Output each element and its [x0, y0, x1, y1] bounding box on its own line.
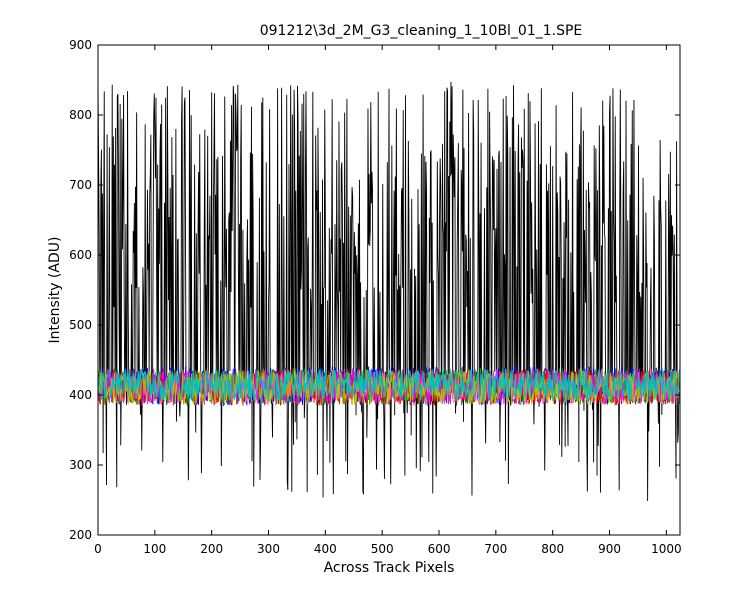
y-axis-label: Intensity (ADU) [47, 237, 63, 344]
y-tick-label: 200 [69, 528, 92, 542]
x-tick-label: 800 [541, 542, 564, 556]
y-tick-label: 800 [69, 108, 92, 122]
x-tick-label: 100 [143, 542, 166, 556]
x-tick-label: 1000 [651, 542, 682, 556]
x-axis-label: Across Track Pixels [324, 560, 455, 576]
x-tick-label: 300 [257, 542, 280, 556]
axes-box [97, 44, 681, 536]
y-tick-label: 300 [69, 458, 92, 472]
chart-title: 091212\3d_2M_G3_cleaning_1_10Bl_01_1.SPE [260, 23, 583, 39]
series-line-6 [98, 367, 680, 402]
x-tick-label: 500 [371, 542, 394, 556]
y-tick-label: 600 [69, 248, 92, 262]
x-tick-label: 700 [484, 542, 507, 556]
y-tick-label: 700 [69, 178, 92, 192]
x-tick-label: 200 [200, 542, 223, 556]
y-tick-label: 400 [69, 388, 92, 402]
series-line-5 [98, 368, 680, 406]
y-tick-label: 900 [69, 38, 92, 52]
x-tick-label: 600 [428, 542, 451, 556]
y-tick-label: 500 [69, 318, 92, 332]
x-tick-label: 900 [598, 542, 621, 556]
tick-layer: 0 100 200 300 400 500 600 700 800 900 1000 200 300 40… [69, 38, 682, 556]
x-tick-label: 400 [314, 542, 337, 556]
x-tick-label: 0 [94, 542, 102, 556]
series-layer [98, 81, 680, 501]
